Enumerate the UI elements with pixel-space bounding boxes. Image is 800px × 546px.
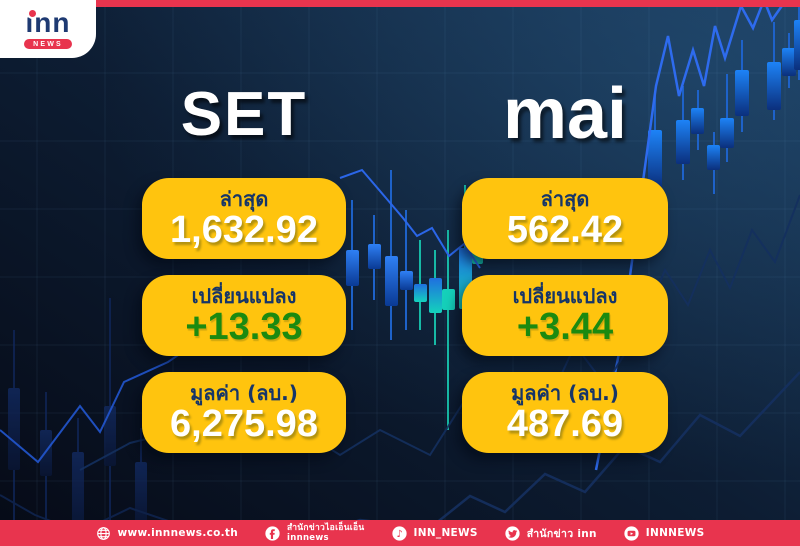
mai-turnover-value: 487.69 <box>506 402 624 445</box>
mai-title: mai <box>502 74 628 154</box>
set-latest-card: ล่าสุด 1,632.92 <box>142 178 346 259</box>
globe-icon <box>96 526 111 541</box>
change-label: เปลี่ยนแปลง <box>512 283 618 308</box>
footer-website: www.innnews.co.th <box>96 526 239 541</box>
mai-latest-value: 562.42 <box>506 208 624 251</box>
set-value-card: มูลค่า (ลบ.) 6,275.98 <box>142 372 346 453</box>
footer-tiktok: ♪ INN_NEWS <box>391 525 478 541</box>
mai-change-value: +3.44 <box>516 305 614 348</box>
set-latest-value: 1,632.92 <box>170 208 318 251</box>
mai-column: mai ล่าสุด 562.42 เปลี่ยนแปลง +3.44 มูลค… <box>462 0 668 453</box>
logo-wordmark: inn <box>25 7 71 38</box>
top-red-bar <box>0 0 800 7</box>
twitter-icon <box>505 525 520 541</box>
change-label: เปลี่ยนแปลง <box>191 283 297 308</box>
mai-value-card: มูลค่า (ลบ.) 487.69 <box>462 372 668 453</box>
svg-text:♪: ♪ <box>396 528 402 539</box>
youtube-icon <box>624 525 639 541</box>
left-candlesticks <box>8 298 147 546</box>
twitter-handle: สำนักข่าว inn <box>526 527 597 540</box>
turnover-label: มูลค่า (ลบ.) <box>511 380 619 405</box>
logo-news-pill: NEWS <box>24 39 72 49</box>
mai-latest-card: ล่าสุด 562.42 <box>462 178 668 259</box>
website-url: www.innnews.co.th <box>117 527 239 539</box>
set-change-value: +13.33 <box>185 305 303 348</box>
set-change-card: เปลี่ยนแปลง +13.33 <box>142 275 346 356</box>
youtube-handle: INNNEWS <box>645 527 705 539</box>
mai-change-card: เปลี่ยนแปลง +3.44 <box>462 275 668 356</box>
tiktok-handle: INN_NEWS <box>413 527 478 539</box>
tiktok-icon: ♪ <box>391 525 407 541</box>
facebook-handle: สำนักข่าวไอเอ็นเอ็น innnews <box>287 522 365 543</box>
latest-label: ล่าสุด <box>540 186 590 211</box>
footer-youtube: INNNEWS <box>624 525 705 541</box>
footer-bar: www.innnews.co.th สำนักข่าวไอเอ็นเอ็น in… <box>0 520 800 546</box>
set-turnover-value: 6,275.98 <box>170 402 318 445</box>
set-column: SET ล่าสุด 1,632.92 เปลี่ยนแปลง +13.33 ม… <box>142 0 346 453</box>
footer-twitter: สำนักข่าว inn <box>505 525 597 542</box>
latest-label: ล่าสุด <box>219 186 269 211</box>
right-candlesticks <box>648 5 800 238</box>
footer-facebook: สำนักข่าวไอเอ็นเอ็น innnews <box>265 523 365 543</box>
logo-red-dot <box>26 8 38 19</box>
inn-news-logo: inn NEWS <box>0 0 96 58</box>
set-title: SET <box>180 79 308 149</box>
turnover-label: มูลค่า (ลบ.) <box>190 380 298 405</box>
facebook-icon <box>265 525 280 541</box>
